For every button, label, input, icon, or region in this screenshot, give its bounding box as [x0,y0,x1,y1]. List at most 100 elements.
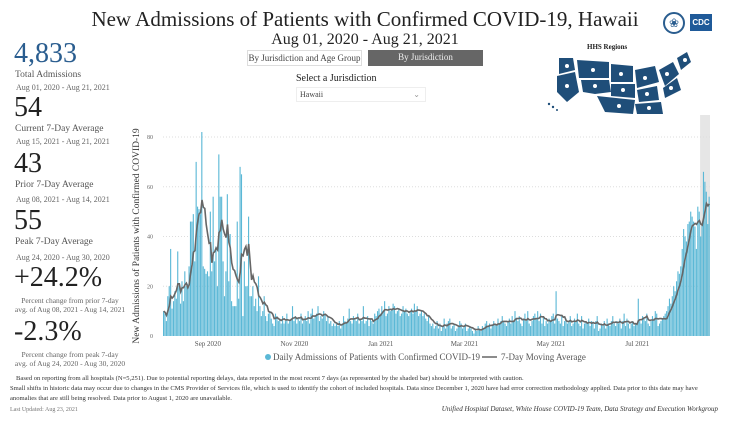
daily-bar[interactable] [658,323,661,336]
daily-bar[interactable] [205,273,207,336]
daily-bar[interactable] [600,323,603,336]
daily-bar[interactable] [314,316,316,336]
daily-bar[interactable] [402,306,404,336]
daily-bar[interactable] [462,328,464,336]
daily-bar[interactable] [615,326,617,336]
daily-bar[interactable] [582,328,584,336]
daily-bar[interactable] [301,323,303,336]
daily-bar[interactable] [191,221,193,336]
daily-bar[interactable] [630,323,632,336]
daily-bar[interactable] [280,323,282,336]
daily-bar[interactable] [565,318,567,336]
daily-bar[interactable] [384,301,386,336]
daily-bar[interactable] [199,214,201,336]
daily-bar[interactable] [641,316,644,336]
daily-bar[interactable] [273,326,275,336]
daily-bar[interactable] [599,328,601,336]
daily-bar[interactable] [348,308,350,336]
daily-bar[interactable] [263,296,265,336]
daily-bar[interactable] [214,261,216,336]
daily-bar[interactable] [619,318,621,336]
daily-bar[interactable] [297,318,299,336]
daily-bar[interactable] [392,303,394,336]
daily-bar[interactable] [566,323,568,336]
daily-bar[interactable] [501,316,503,336]
daily-bar[interactable] [171,308,173,336]
daily-bar[interactable] [707,224,709,336]
daily-bar[interactable] [286,313,288,336]
daily-bar[interactable] [554,323,556,336]
daily-bar[interactable] [415,311,417,336]
daily-bar[interactable] [459,321,461,336]
daily-bar[interactable] [674,291,676,336]
daily-bar[interactable] [466,331,468,336]
daily-bar[interactable] [572,323,574,336]
daily-bar[interactable] [479,328,481,336]
daily-bar[interactable] [690,211,692,336]
daily-bar[interactable] [602,326,604,336]
daily-bar[interactable] [634,323,637,336]
daily-bar[interactable] [605,328,607,336]
daily-bar[interactable] [494,323,496,336]
daily-bar[interactable] [517,321,519,336]
daily-bar[interactable] [470,328,472,336]
daily-bar[interactable] [423,313,425,336]
daily-bar[interactable] [350,321,352,336]
daily-bar[interactable] [365,321,367,336]
daily-bar[interactable] [341,323,343,336]
daily-bar[interactable] [681,248,683,336]
daily-bar[interactable] [269,311,271,336]
daily-bar[interactable] [330,321,332,336]
tab-by-jurisdiction-and-age-group[interactable]: By Jurisdiction and Age Group [247,50,362,66]
daily-bar[interactable] [413,303,415,336]
daily-bar[interactable] [270,318,272,336]
daily-bar[interactable] [562,326,564,336]
daily-bar[interactable] [656,313,658,336]
daily-bar[interactable] [325,321,328,336]
daily-bar[interactable] [629,328,631,336]
daily-bar[interactable] [432,323,434,336]
daily-bar[interactable] [359,318,362,336]
daily-bar[interactable] [670,303,672,336]
daily-bar[interactable] [555,291,557,336]
daily-bar[interactable] [379,313,381,336]
daily-bar[interactable] [262,311,264,336]
daily-bar[interactable] [590,321,593,336]
daily-bar[interactable] [221,196,223,336]
daily-bar[interactable] [369,318,372,336]
daily-bar[interactable] [331,326,333,336]
daily-bar[interactable] [381,306,383,336]
daily-bar[interactable] [535,318,537,336]
daily-bar[interactable] [673,286,675,336]
daily-bar[interactable] [342,316,345,336]
daily-bar[interactable] [371,321,373,336]
daily-bar[interactable] [620,328,622,336]
daily-bar[interactable] [344,321,346,336]
daily-bar[interactable] [272,323,274,336]
daily-bar[interactable] [433,328,435,336]
daily-bar[interactable] [436,321,438,336]
daily-bar[interactable] [313,318,315,336]
daily-bar[interactable] [317,306,319,336]
daily-bar[interactable] [576,313,578,336]
daily-bar[interactable] [692,221,695,336]
daily-bar[interactable] [657,326,659,336]
daily-bar[interactable] [521,326,523,336]
daily-bar[interactable] [583,323,585,336]
daily-bar[interactable] [168,286,170,336]
daily-bar[interactable] [542,316,544,336]
daily-bar[interactable] [187,283,189,336]
daily-bar[interactable] [460,323,462,336]
daily-bar[interactable] [209,211,211,336]
daily-bar[interactable] [545,321,547,336]
daily-bar[interactable] [442,326,444,336]
daily-bar[interactable] [245,286,247,336]
daily-bar[interactable] [233,306,235,336]
daily-bar[interactable] [427,316,430,336]
daily-bar[interactable] [248,216,250,336]
daily-bar[interactable] [333,323,335,336]
daily-bar[interactable] [668,298,671,336]
daily-bar[interactable] [595,321,597,336]
daily-bar[interactable] [368,326,370,336]
daily-bar[interactable] [388,306,390,336]
